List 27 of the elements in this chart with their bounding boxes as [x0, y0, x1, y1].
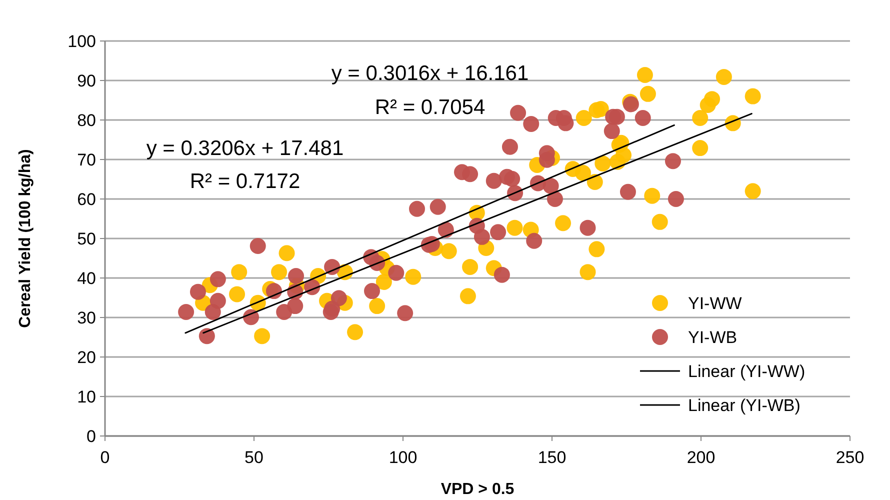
- x-tick-label: 250: [836, 448, 864, 467]
- y-axis-title: Cereal Yield (100 kg/ha): [17, 149, 34, 328]
- y-tick-label: 0: [86, 426, 96, 446]
- annotation: y = 0.3206x + 17.481: [146, 137, 344, 160]
- x-tick-label: 200: [686, 448, 716, 467]
- legend-label: Linear (YI-WW): [688, 362, 806, 381]
- y-tick-label: 90: [77, 71, 96, 90]
- legend-label: YI-WW: [688, 294, 742, 313]
- y-tick-label: 10: [77, 387, 96, 406]
- y-tick-label: 80: [77, 110, 96, 130]
- legend-label: Linear (YI-WB): [688, 396, 800, 415]
- legend-label: YI-WB: [688, 328, 738, 347]
- y-tick-label: 50: [77, 229, 96, 248]
- y-tick-label: 60: [77, 190, 96, 209]
- annotation: y = 0.3016x + 16.161: [331, 62, 529, 85]
- x-tick-label: 50: [244, 448, 264, 467]
- y-tick-label: 40: [77, 268, 96, 288]
- x-tick-label: 100: [388, 448, 418, 467]
- annotation: R² = 0.7172: [190, 170, 300, 193]
- y-tick-label: 70: [77, 150, 96, 170]
- y-tick-label: 20: [77, 348, 96, 367]
- y-tick-label: 30: [77, 308, 96, 328]
- y-tick-label: 100: [68, 32, 96, 51]
- x-tick-label: 150: [538, 448, 566, 467]
- x-tick-label: 0: [100, 448, 110, 467]
- x-axis-title: VPD > 0.5: [440, 481, 514, 498]
- annotation: R² = 0.7054: [374, 96, 486, 119]
